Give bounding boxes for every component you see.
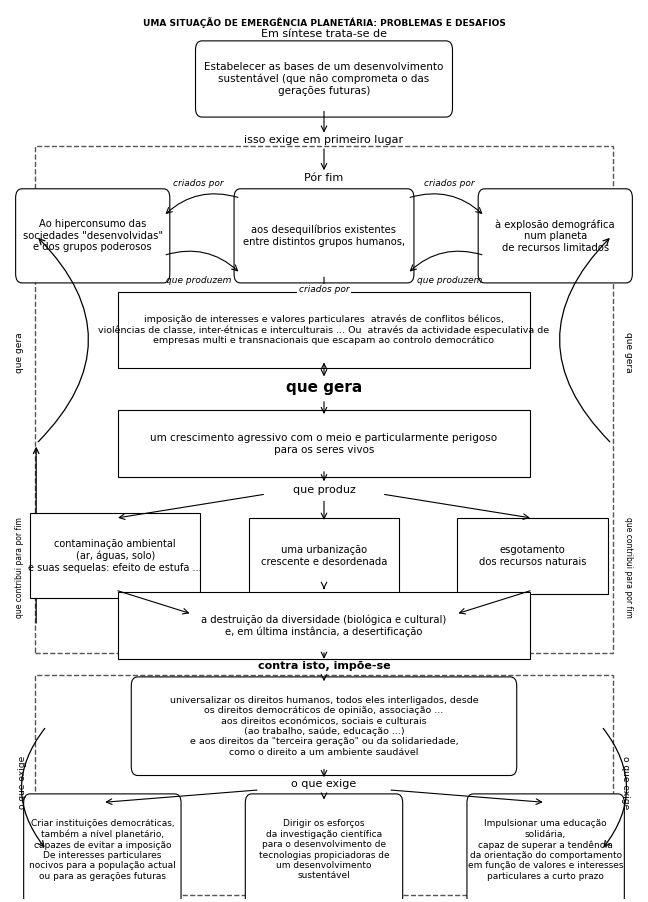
Text: contaminação ambiental
(ar, águas, solo)
e suas sequelas: efeito de estufa ...: contaminação ambiental (ar, águas, solo)…	[29, 539, 202, 573]
Text: criados por: criados por	[424, 179, 474, 189]
FancyBboxPatch shape	[132, 676, 516, 776]
Text: Impulsionar uma educação
solidária,
capaz de superar a tendência
da orientação d: Impulsionar uma educação solidária, capa…	[468, 819, 623, 880]
Text: a destruição da diversidade (biológica e cultural)
e, em última instância, a des: a destruição da diversidade (biológica e…	[202, 614, 446, 637]
Text: Criar instituições democráticas,
também a nível planetário,
capazes de evitar a : Criar instituições democráticas, também …	[29, 819, 176, 880]
Text: que produz: que produz	[292, 484, 356, 494]
FancyBboxPatch shape	[457, 518, 608, 594]
Text: Pór fim: Pór fim	[305, 172, 343, 182]
Text: esgotamento
dos recursos naturais: esgotamento dos recursos naturais	[479, 545, 586, 566]
Text: imposição de interesses e valores particulares  através de conflitos bélicos,
vi: imposição de interesses e valores partic…	[98, 315, 550, 345]
FancyBboxPatch shape	[196, 41, 452, 117]
Text: que gera: que gera	[15, 332, 24, 373]
Text: que gera: que gera	[286, 380, 362, 395]
Text: o que exige: o que exige	[292, 779, 356, 789]
FancyBboxPatch shape	[478, 189, 632, 283]
Text: Em síntese trata-se de: Em síntese trata-se de	[261, 29, 387, 39]
Text: universalizar os direitos humanos, todos eles interligados, desde
os direitos de: universalizar os direitos humanos, todos…	[170, 695, 478, 757]
FancyBboxPatch shape	[30, 513, 200, 598]
Text: criados por: criados por	[174, 179, 224, 189]
Text: Ao hiperconsumo das
sociedades "desenvolvidas"
e dos grupos poderosos: Ao hiperconsumo das sociedades "desenvol…	[23, 219, 163, 253]
Text: criados por: criados por	[299, 285, 349, 294]
Text: aos desequilíbrios existentes
entre distintos grupos humanos,: aos desequilíbrios existentes entre dist…	[243, 225, 405, 247]
Text: que produzem: que produzem	[417, 276, 482, 285]
Text: que gera: que gera	[624, 332, 633, 373]
FancyBboxPatch shape	[119, 593, 529, 659]
FancyBboxPatch shape	[119, 292, 529, 368]
Text: o que exige: o que exige	[17, 756, 27, 809]
Text: que produzem: que produzem	[166, 276, 231, 285]
Text: isso exige em primeiro lugar: isso exige em primeiro lugar	[244, 135, 404, 145]
Text: um crescimento agressivo com o meio e particularmente perigoso
para os seres viv: um crescimento agressivo com o meio e pa…	[150, 433, 498, 455]
FancyBboxPatch shape	[16, 189, 170, 283]
FancyBboxPatch shape	[246, 794, 402, 902]
FancyBboxPatch shape	[234, 189, 414, 283]
Text: à explosão demográfica
num planeta
de recursos limitados: à explosão demográfica num planeta de re…	[496, 219, 615, 253]
Text: contra isto, impõe-se: contra isto, impõe-se	[258, 661, 390, 671]
Text: Estabelecer as bases de um desenvolvimento
sustentável (que não comprometa o das: Estabelecer as bases de um desenvolvimen…	[204, 62, 444, 96]
FancyBboxPatch shape	[249, 518, 399, 594]
Text: que contribui para por fim: que contribui para por fim	[624, 517, 633, 618]
Text: UMA SITUAÇÃO DE EMERGÊNCIA PLANETÁRIA: PROBLEMAS E DESAFIOS: UMA SITUAÇÃO DE EMERGÊNCIA PLANETÁRIA: P…	[143, 17, 505, 28]
Text: uma urbanização
crescente e desordenada: uma urbanização crescente e desordenada	[260, 545, 388, 566]
Text: o que exige: o que exige	[621, 756, 631, 809]
FancyBboxPatch shape	[467, 794, 624, 902]
Text: que contribui para por fim: que contribui para por fim	[15, 517, 24, 618]
FancyBboxPatch shape	[24, 794, 181, 902]
Text: Dirigir os esforços
da investigação científica
para o desenvolvimento de
tecnolo: Dirigir os esforços da investigação cien…	[259, 819, 389, 880]
FancyBboxPatch shape	[119, 410, 529, 477]
